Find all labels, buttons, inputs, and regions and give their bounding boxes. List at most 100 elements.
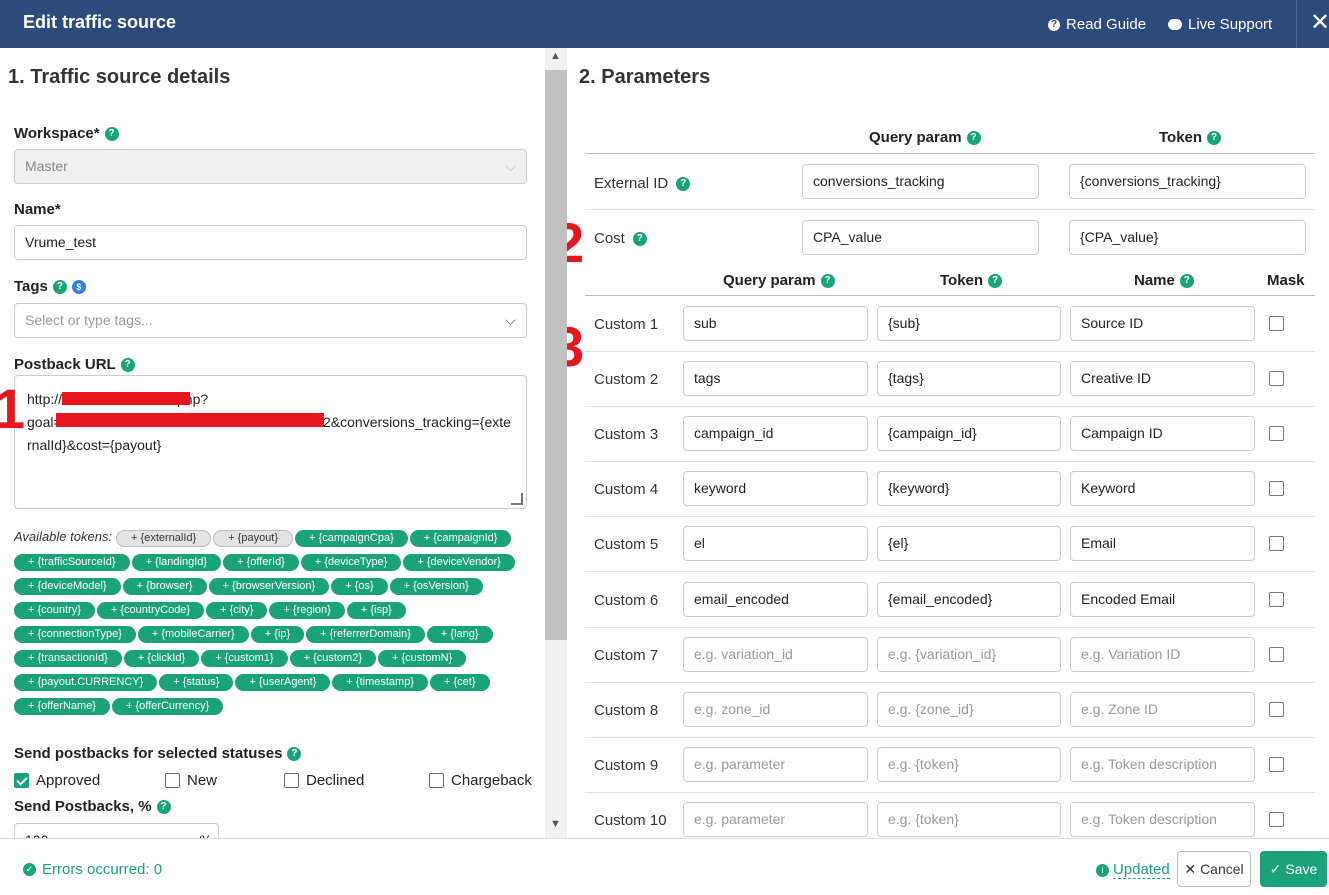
scroll-up-icon[interactable]: ▲ — [550, 50, 561, 62]
mask-checkbox[interactable] — [1269, 481, 1284, 496]
token-chip[interactable]: + {externalId} — [116, 530, 212, 547]
status-new[interactable]: New — [165, 772, 217, 789]
checkbox[interactable] — [284, 773, 299, 788]
custom-token-input[interactable]: {campaign_id} — [877, 416, 1061, 451]
token-chip[interactable]: + {custom1} — [201, 650, 288, 667]
custom-token-input[interactable]: e.g. {zone_id} — [877, 692, 1061, 727]
read-guide-link[interactable]: ? Read Guide — [1048, 16, 1146, 33]
token-chip[interactable]: + {offerId} — [223, 554, 299, 571]
custom-token-input[interactable]: {keyword} — [877, 471, 1061, 506]
token-chip[interactable]: + {os} — [331, 578, 388, 595]
token-chip[interactable]: + {referrerDomain} — [306, 626, 425, 643]
token-chip[interactable]: + {countryCode} — [96, 602, 205, 619]
help-icon[interactable]: ? — [156, 799, 171, 814]
token-chip[interactable]: + {custom2} — [289, 650, 377, 667]
help-icon[interactable]: ? — [120, 357, 135, 372]
token-chip[interactable]: + {offerCurrency} — [111, 698, 224, 715]
tags-select[interactable]: Select or type tags... ⌵ — [14, 303, 527, 338]
custom-query-input[interactable]: e.g. variation_id — [683, 637, 868, 672]
mask-checkbox[interactable] — [1269, 647, 1284, 662]
external-id-token-input[interactable]: {conversions_tracking} — [1069, 164, 1306, 199]
custom-token-input[interactable]: {email_encoded} — [877, 582, 1061, 617]
token-chip[interactable]: + {customN} — [378, 650, 467, 667]
token-chip[interactable]: + {clickId} — [123, 650, 200, 667]
token-chip[interactable]: + {cet} — [430, 674, 490, 691]
token-chip[interactable]: + {timestamp} — [332, 674, 428, 691]
mask-checkbox[interactable] — [1269, 757, 1284, 772]
postback-url-textarea[interactable]: http:// php? goal= 2&conversions_trackin… — [14, 375, 527, 509]
token-chip[interactable]: + {osVersion} — [389, 578, 483, 595]
token-chip[interactable]: + {transactionId} — [14, 650, 122, 667]
name-input[interactable]: Vrume_test — [14, 225, 527, 260]
token-chip[interactable]: + {status} — [159, 674, 234, 691]
custom-name-input[interactable]: e.g. Zone ID — [1070, 692, 1255, 727]
help-icon[interactable]: ? — [52, 279, 67, 294]
mask-checkbox[interactable] — [1269, 812, 1284, 827]
token-chip[interactable]: + {landingId} — [131, 554, 222, 571]
custom-name-input[interactable]: Email — [1070, 526, 1255, 561]
status-chargeback[interactable]: Chargeback — [429, 772, 532, 789]
custom-token-input[interactable]: {sub} — [877, 306, 1061, 341]
custom-query-input[interactable]: email_encoded — [683, 582, 868, 617]
custom-token-input[interactable]: {tags} — [877, 361, 1061, 396]
custom-name-input[interactable]: Source ID — [1070, 306, 1255, 341]
status-declined[interactable]: Declined — [284, 772, 364, 789]
mask-checkbox[interactable] — [1269, 426, 1284, 441]
custom-query-input[interactable]: keyword — [683, 471, 868, 506]
token-chip[interactable]: + {deviceModel} — [14, 578, 121, 595]
token-chip[interactable]: + {deviceVendor} — [403, 554, 515, 571]
checkbox[interactable] — [429, 773, 444, 788]
custom-name-input[interactable]: Creative ID — [1070, 361, 1255, 396]
help-icon[interactable]: ? — [104, 126, 119, 141]
custom-name-input[interactable]: Keyword — [1070, 471, 1255, 506]
custom-query-input[interactable]: sub — [683, 306, 868, 341]
token-chip[interactable]: + {region} — [269, 602, 345, 619]
external-id-query-input[interactable]: conversions_tracking — [802, 164, 1039, 199]
mask-checkbox[interactable] — [1269, 371, 1284, 386]
token-chip[interactable]: + {country} — [14, 602, 95, 619]
scrollbar-thumb[interactable] — [545, 70, 567, 640]
mask-checkbox[interactable] — [1269, 536, 1284, 551]
custom-query-input[interactable]: el — [683, 526, 868, 561]
token-chip[interactable]: + {lang} — [426, 626, 493, 643]
token-chip[interactable]: + {trafficSourceId} — [14, 554, 130, 571]
token-chip[interactable]: + {ip} — [250, 626, 305, 643]
checkbox-checked[interactable] — [14, 773, 29, 788]
save-button[interactable]: ✓ Save — [1260, 851, 1327, 887]
token-chip[interactable]: + {campaignId} — [409, 530, 512, 547]
checkbox[interactable] — [165, 773, 180, 788]
cost-query-input[interactable]: CPA_value — [802, 220, 1039, 255]
close-icon[interactable]: ✕ — [1310, 9, 1329, 36]
token-chip[interactable]: + {payout} — [213, 530, 294, 547]
help-icon[interactable]: ? — [988, 273, 1003, 288]
status-approved[interactable]: Approved — [14, 772, 100, 789]
custom-name-input[interactable]: e.g. Variation ID — [1070, 637, 1255, 672]
token-chip[interactable]: + {browserVersion} — [208, 578, 330, 595]
custom-name-input[interactable]: Encoded Email — [1070, 582, 1255, 617]
help-icon[interactable]: ? — [1207, 130, 1222, 145]
custom-name-input[interactable]: Campaign ID — [1070, 416, 1255, 451]
custom-query-input[interactable]: campaign_id — [683, 416, 868, 451]
cost-token-input[interactable]: {CPA_value} — [1069, 220, 1306, 255]
custom-query-input[interactable]: e.g. parameter — [683, 747, 868, 782]
custom-name-input[interactable]: e.g. Token description — [1070, 802, 1255, 837]
token-chip[interactable]: + {deviceType} — [300, 554, 402, 571]
custom-token-input[interactable]: {el} — [877, 526, 1061, 561]
custom-token-input[interactable]: e.g. {variation_id} — [877, 637, 1061, 672]
mask-checkbox[interactable] — [1269, 316, 1284, 331]
custom-query-input[interactable]: e.g. zone_id — [683, 692, 868, 727]
mask-checkbox[interactable] — [1269, 592, 1284, 607]
help-icon[interactable]: ? — [820, 273, 835, 288]
custom-name-input[interactable]: e.g. Token description — [1070, 747, 1255, 782]
token-chip[interactable]: + {offerName} — [14, 698, 110, 715]
custom-query-input[interactable]: e.g. parameter — [683, 802, 868, 837]
help-icon[interactable]: ? — [676, 176, 691, 191]
help-icon[interactable]: ? — [632, 231, 647, 246]
resize-handle[interactable] — [511, 493, 523, 505]
token-chip[interactable]: + {userAgent} — [235, 674, 331, 691]
token-chip[interactable]: + {city} — [206, 602, 268, 619]
token-chip[interactable]: + {payout.CURRENCY} — [14, 674, 158, 691]
token-chip[interactable]: + {browser} — [122, 578, 207, 595]
left-panel-scrollbar[interactable]: ▲ ▼ — [545, 48, 567, 838]
token-chip[interactable]: + {isp} — [346, 602, 406, 619]
